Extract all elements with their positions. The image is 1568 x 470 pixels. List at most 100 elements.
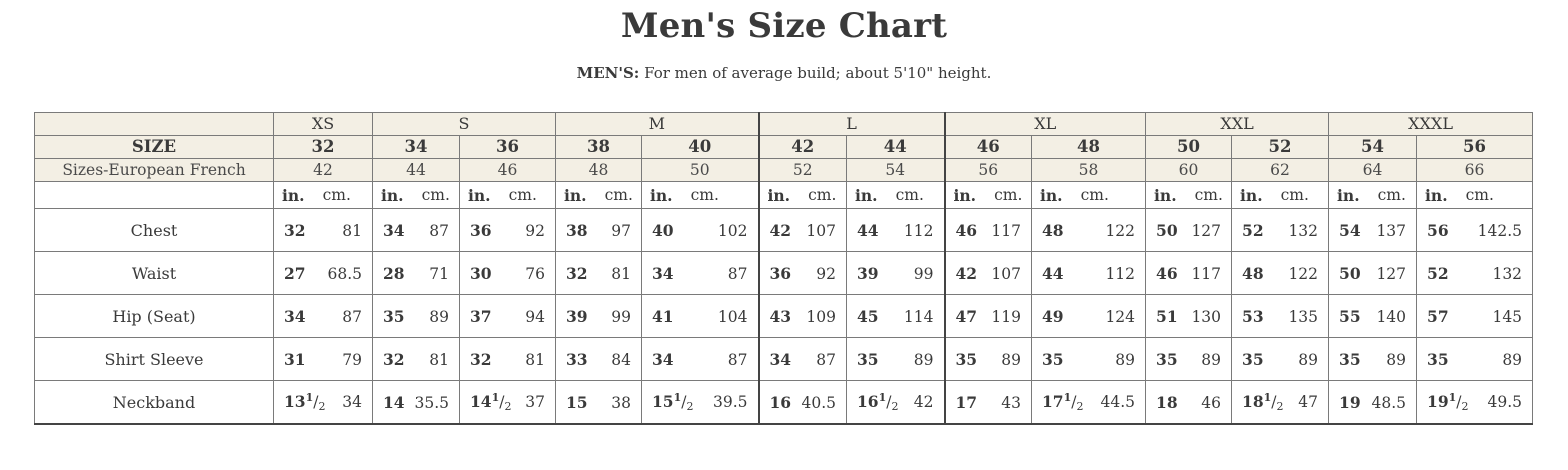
waist-in-value: 52	[1427, 263, 1449, 283]
hip-in-value: 43	[769, 306, 792, 326]
hip-in-value: 35	[383, 306, 405, 326]
neckband-value-cell: 131/2 34	[273, 380, 373, 425]
sleeve-value-cell: 34 87	[640, 337, 760, 381]
waist-value-cell: 42 107	[943, 251, 1033, 295]
neckband-in-value: 19	[1339, 392, 1361, 412]
neckband-cm-value: 38	[611, 393, 631, 412]
euro-row-label: Sizes-European French	[34, 158, 274, 182]
sleeve-cm-value: 89	[1298, 350, 1319, 369]
unit-in: in.	[953, 185, 977, 205]
chest-value-cell: 48 122	[1031, 208, 1147, 252]
unit-cm: cm.	[994, 185, 1023, 204]
hip-value-cell: 57 145	[1416, 294, 1534, 338]
chest-value-cell: 44 112	[846, 208, 946, 252]
waist-cm-value: 71	[429, 264, 449, 283]
unit-cell: in. cm.	[1231, 181, 1330, 209]
letter-size-group: S	[372, 112, 556, 136]
fraction-denominator: 2	[504, 400, 512, 413]
neckband-value-cell: 171/2 44.5	[1031, 380, 1147, 425]
hip-cm-value: 130	[1191, 307, 1222, 326]
fraction-slash: /	[313, 393, 319, 411]
unit-cell: in. cm.	[1416, 181, 1534, 209]
hip-value-cell: 47 119	[943, 294, 1033, 338]
waist-in-value: 32	[566, 263, 588, 283]
letter-size-group: XXL	[1145, 112, 1330, 136]
sleeve-value-cell: 31 79	[273, 337, 373, 381]
fraction-slash: /	[681, 393, 687, 411]
sleeve-in-value: 34	[652, 349, 674, 369]
waist-cm-value: 92	[816, 264, 837, 283]
chest-in-value: 46	[955, 220, 978, 240]
size-chart-table: XS S M L XL XXL XXXL SIZE 32 34 36 38 40 42 44 46 48 50 52…	[34, 112, 1534, 425]
waist-cm-value: 87	[727, 264, 748, 283]
chest-value-cell: 56 142.5	[1416, 208, 1534, 252]
page-title: Men's Size Chart	[620, 6, 948, 46]
sleeve-cm-value: 79	[342, 350, 362, 369]
numeric-size-cell: 42	[757, 135, 848, 159]
fraction-denominator: 2	[318, 400, 326, 413]
hip-in-value: 37	[470, 306, 492, 326]
neckband-in-value: 171/2	[1042, 391, 1084, 413]
sleeve-cm-value: 89	[1201, 350, 1222, 369]
chest-value-cell: 42 107	[757, 208, 848, 252]
waist-in-value: 27	[284, 263, 306, 283]
letter-size-row: XS S M L XL XXL XXXL	[34, 112, 1534, 136]
unit-cm: cm.	[421, 185, 450, 204]
sleeve-cm-value: 89	[913, 350, 934, 369]
unit-cm: cm.	[1080, 185, 1109, 204]
unit-in: in.	[650, 185, 673, 205]
waist-value-cell: 50 127	[1328, 251, 1418, 295]
fraction-numerator: 1	[1063, 391, 1072, 404]
fraction-denominator: 2	[686, 400, 694, 413]
hip-cm-value: 89	[429, 307, 449, 326]
chest-in-value: 50	[1156, 220, 1178, 240]
euro-size-cell: 48	[555, 158, 642, 182]
euro-size-cell: 56	[943, 158, 1033, 182]
hip-cm-value: 114	[903, 307, 934, 326]
sleeve-value-cell: 35 89	[1231, 337, 1330, 381]
sleeve-in-value: 35	[1427, 349, 1449, 369]
hip-value-cell: 49 124	[1031, 294, 1147, 338]
hip-label: Hip (Seat)	[34, 294, 274, 338]
neckband-row: Neckband 131/2 34 14 35.5 141/2 37 15 38 151/2 39.…	[34, 380, 1534, 425]
chest-in-value: 40	[652, 220, 674, 240]
chest-cm-value: 122	[1105, 221, 1136, 240]
unit-cell: in. cm.	[1031, 181, 1147, 209]
fraction-numerator: 1	[878, 391, 887, 404]
fraction-slash: /	[499, 393, 505, 411]
fraction-denominator: 2	[891, 400, 899, 413]
euro-size-cell: 44	[372, 158, 460, 182]
waist-cm-value: 99	[913, 264, 934, 283]
unit-in: in.	[1154, 185, 1177, 205]
waist-label: Waist	[34, 251, 274, 295]
neckband-cm-value: 39.5	[713, 393, 748, 411]
sleeve-in-value: 33	[566, 349, 588, 369]
fraction-slash: /	[1456, 393, 1462, 411]
chest-in-value: 32	[284, 220, 306, 240]
chest-value-cell: 38 97	[555, 208, 642, 252]
letter-size-group: XXXL	[1328, 112, 1534, 136]
neckband-label: Neckband	[34, 380, 274, 425]
waist-cm-value: 112	[1105, 264, 1136, 283]
waist-in-value: 39	[857, 263, 879, 283]
neckband-cm-value: 34	[342, 393, 362, 411]
neckband-cm-value: 40.5	[801, 393, 837, 412]
hip-value-cell: 43 109	[757, 294, 848, 338]
sleeve-cm-value: 87	[727, 350, 748, 369]
waist-value-cell: 34 87	[640, 251, 760, 295]
waist-cm-value: 68.5	[327, 264, 362, 283]
euro-size-cell: 54	[846, 158, 946, 182]
unit-in: in.	[855, 185, 878, 205]
waist-cm-value: 127	[1376, 264, 1407, 283]
fraction-slash: /	[1271, 393, 1277, 411]
numeric-size-cell: 40	[640, 135, 760, 159]
neckband-value-cell: 151/2 39.5	[640, 380, 760, 425]
sleeve-cm-value: 89	[1386, 350, 1407, 369]
letter-size-group: XS	[273, 112, 373, 136]
neckband-in-value: 16	[769, 392, 792, 412]
fraction-numerator: 1	[673, 391, 682, 404]
chest-value-cell: 46 117	[943, 208, 1033, 252]
chest-cm-value: 102	[717, 221, 748, 240]
chest-cm-value: 97	[611, 221, 631, 240]
neckband-cm-value: 44.5	[1100, 393, 1136, 411]
